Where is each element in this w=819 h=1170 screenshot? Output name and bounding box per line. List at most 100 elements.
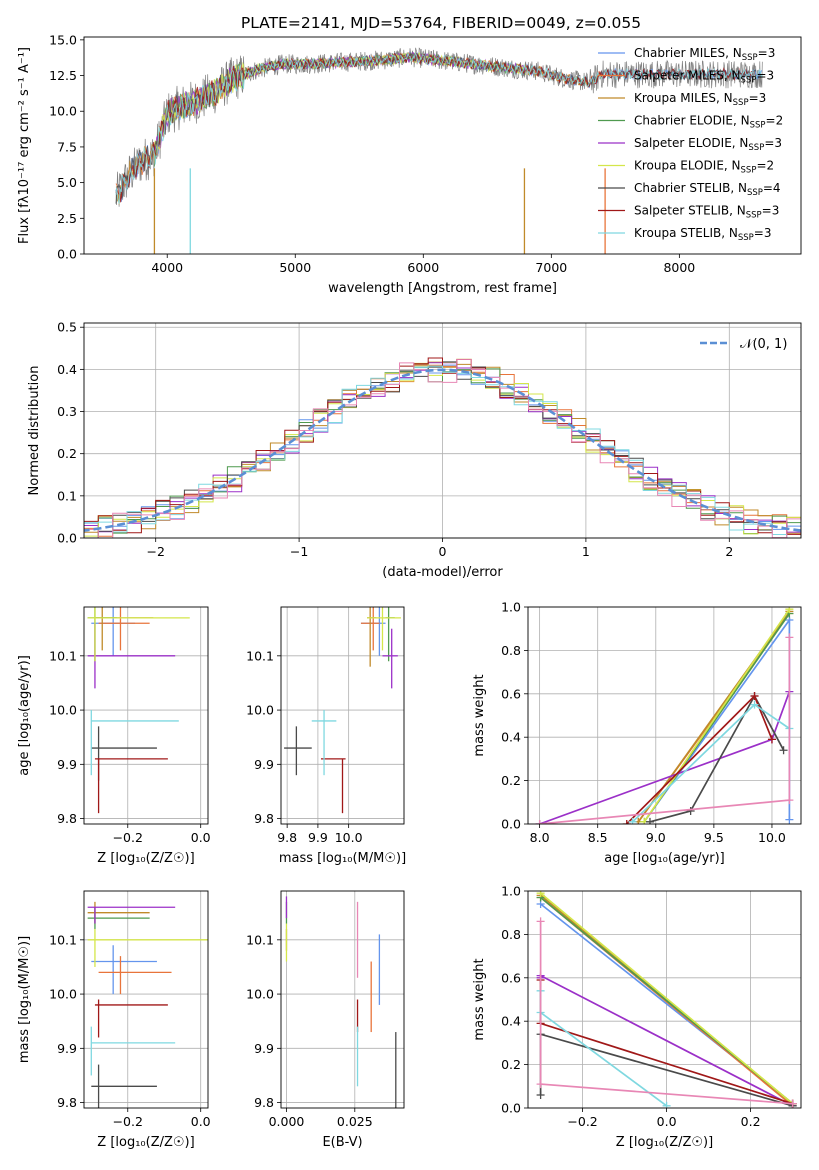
error-bar-point <box>284 726 312 776</box>
residuals-plot-area <box>84 357 801 538</box>
axes-frame <box>83 322 802 539</box>
legend-label: Chabrier ELODIE, NSSP=2 <box>634 114 783 131</box>
axes-frame <box>527 606 802 825</box>
plus-marker <box>536 1090 545 1099</box>
error-bar-point <box>98 956 172 995</box>
error-bar-point <box>90 1026 176 1076</box>
residuals-chart: −2 −1 0 1 2 0.0 0.1 0.2 0.3 0.4 0.5 (data-model)/er… <box>27 320 802 580</box>
y-axis-label: age [log₁₀(age/yr)] <box>17 655 32 776</box>
y-tick-label: 1.0 <box>501 884 521 899</box>
y-tick-label: 0.8 <box>501 927 521 942</box>
x-axis-label: Z [log₁₀(Z/Z☉)] <box>97 851 194 866</box>
legend-label: Kroupa ELODIE, NSSP=2 <box>634 159 774 176</box>
plus-marker <box>785 607 794 614</box>
y-tick-label: 10.0 <box>49 987 77 1002</box>
legend-label: Chabrier STELIB, NSSP=4 <box>634 181 781 198</box>
massweight_vs_age-plot-area <box>535 607 794 824</box>
error-bar-point <box>94 999 168 1038</box>
y-tick-label: 0.2 <box>57 446 77 461</box>
plus-marker <box>535 820 544 824</box>
y-tick-label: 9.8 <box>57 1095 77 1110</box>
y-tick-label: 9.8 <box>254 811 274 826</box>
plus-marker <box>785 633 794 642</box>
y-tick-label: 5.0 <box>57 175 77 190</box>
error-bar-point <box>87 607 190 662</box>
plus-marker <box>788 1099 797 1108</box>
y-tick-label: 0.3 <box>57 404 77 419</box>
error-bar-point <box>311 710 337 776</box>
x-tick-label: −0.2 <box>567 1114 597 1129</box>
x-tick-label: 4000 <box>151 260 183 275</box>
error-bar-point <box>367 607 401 651</box>
plus-marker <box>785 796 794 805</box>
y-tick-label: 10.0 <box>49 104 77 119</box>
x-tick-label: 7000 <box>535 260 567 275</box>
error-bar-point <box>382 628 398 689</box>
legend-label: Kroupa STELIB, NSSP=3 <box>634 226 772 243</box>
axes-frame <box>280 890 405 1109</box>
y-tick-label: 0.0 <box>57 247 77 262</box>
plus-marker <box>628 817 637 824</box>
y-tick-label: 10.1 <box>246 932 274 947</box>
x-axis-label: wavelength [Angstrom, rest frame] <box>328 281 557 296</box>
mass_vs_ebv-plot-area <box>285 896 397 1108</box>
y-tick-label: 12.5 <box>49 68 77 83</box>
age_vs_Z-chart: −0.2 0.0 9.8 9.9 10.0 10.1 Z [log₁₀(Z/Z☉)] age … <box>17 606 211 866</box>
mass-weight-line <box>540 892 794 1105</box>
mass-weight-line <box>649 694 785 823</box>
x-tick-label: 0.0 <box>191 1114 211 1129</box>
y-tick-label: 0.2 <box>501 773 521 788</box>
x-tick-label: 0.025 <box>337 1114 373 1129</box>
x-tick-label: 9.5 <box>704 830 724 845</box>
age_vs_Z-plot-area <box>87 607 190 814</box>
plus-marker <box>536 891 545 898</box>
plus-marker <box>622 820 631 824</box>
plus-marker <box>686 806 695 815</box>
x-axis-label: Z [log₁₀(Z/Z☉)] <box>97 1135 194 1150</box>
x-tick-label: 0.2 <box>741 1114 761 1129</box>
error-bar-point <box>94 758 168 814</box>
y-tick-label: 0.6 <box>501 686 521 701</box>
legend-label: 𝒩(0, 1) <box>740 337 787 352</box>
error-bar-point <box>87 928 208 967</box>
legend-label: Salpeter STELIB, NSSP=3 <box>634 204 779 221</box>
y-tick-label: 10.1 <box>49 932 77 947</box>
x-tick-label: 9.9 <box>308 830 328 845</box>
legend-label: Kroupa MILES, NSSP=3 <box>634 91 766 108</box>
y-tick-label: 0.6 <box>501 970 521 985</box>
y-tick-label: 0.4 <box>57 362 77 377</box>
x-axis-label: Z [log₁₀(Z/Z☉)] <box>616 1135 713 1150</box>
plus-marker <box>767 735 776 744</box>
mass_vs_Z-chart: −0.2 0.0 9.8 9.9 10.0 10.1 Z [log₁₀(Z/Z☉)] mass… <box>17 890 211 1150</box>
error-bar-point <box>98 607 150 651</box>
y-tick-label: 0.0 <box>501 817 521 832</box>
axes-frame <box>83 606 209 825</box>
y-tick-label: 10.0 <box>246 703 274 718</box>
y-tick-label: 0.4 <box>501 730 521 745</box>
plus-marker <box>645 817 654 824</box>
x-axis-label: E(B-V) <box>322 1135 362 1150</box>
y-axis-label: mass [log₁₀(M/M☉)] <box>17 936 32 1063</box>
y-tick-label: 0.0 <box>57 531 77 546</box>
error-bar-point <box>90 710 179 776</box>
legend-label: Chabrier MILES, NSSP=3 <box>634 46 775 63</box>
y-tick-label: 0.1 <box>57 488 77 503</box>
y-tick-label: 0.5 <box>57 320 77 335</box>
y-tick-label: 0.2 <box>501 1057 521 1072</box>
axes-frame <box>83 890 209 1109</box>
age_vs_mass-plot-area <box>284 607 401 814</box>
plus-marker <box>536 1080 545 1089</box>
y-tick-label: 9.8 <box>254 1095 274 1110</box>
x-tick-label: 10.0 <box>335 830 363 845</box>
figure-title: PLATE=2141, MJD=53764, FIBERID=0049, z=0… <box>241 14 641 32</box>
x-tick-label: −2 <box>146 544 164 559</box>
y-tick-label: 0.4 <box>501 1014 521 1029</box>
y-tick-label: 10.0 <box>49 703 77 718</box>
x-tick-label: 2 <box>725 544 733 559</box>
plus-marker <box>662 1101 671 1108</box>
legend-label: Salpeter ELODIE, NSSP=3 <box>634 136 782 153</box>
mass_vs_ebv-chart: 0.000 0.025 9.8 9.9 10.0 10.1 E(B-V) <box>246 890 405 1150</box>
plus-marker <box>750 700 759 709</box>
error-bar-point <box>320 758 346 814</box>
